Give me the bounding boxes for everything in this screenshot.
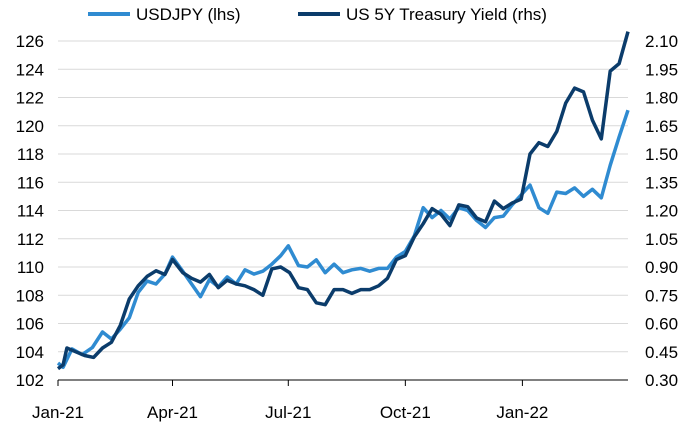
series-line-usdjpy <box>56 109 630 370</box>
legend-label-usdjpy: USDJPY (lhs) <box>136 5 241 24</box>
x-tick-label: Apr-21 <box>147 403 198 422</box>
series-line-us5y <box>56 31 630 371</box>
x-tick-label: Jan-21 <box>32 403 84 422</box>
left-tick-label: 126 <box>16 32 44 51</box>
left-tick-label: 122 <box>16 89 44 108</box>
right-tick-label: 2.10 <box>645 32 678 51</box>
left-tick-label: 118 <box>17 145 44 164</box>
left-tick-label: 106 <box>16 315 44 334</box>
right-tick-label: 0.30 <box>645 371 678 390</box>
right-tick-label: 0.90 <box>645 258 678 277</box>
right-tick-label: 1.95 <box>645 60 678 79</box>
x-axis-ticks: Jan-21 Apr-21 Jul-21 Oct-21 Jan-22 <box>32 380 548 422</box>
left-tick-label: 124 <box>16 60 44 79</box>
right-tick-label: 1.50 <box>645 145 678 164</box>
left-tick-label: 104 <box>16 343 44 362</box>
right-tick-label: 1.80 <box>645 89 678 108</box>
left-tick-label: 102 <box>16 371 44 390</box>
gridlines <box>58 40 628 381</box>
left-tick-label: 112 <box>17 230 44 249</box>
x-tick-label: Jul-21 <box>265 403 311 422</box>
left-tick-label: 114 <box>17 202 44 221</box>
right-tick-label: 1.20 <box>645 202 678 221</box>
right-tick-label: 1.35 <box>645 173 678 192</box>
x-tick-label: Oct-21 <box>380 403 431 422</box>
x-tick-label: Jan-22 <box>496 403 548 422</box>
right-tick-label: 1.65 <box>645 117 678 136</box>
left-tick-label: 116 <box>17 173 44 192</box>
legend-label-us5y: US 5Y Treasury Yield (rhs) <box>346 5 547 24</box>
left-axis-ticks: 102 104 106 108 110 112 114 116 118 120 122 124 126 <box>16 32 44 390</box>
right-tick-label: 0.45 <box>645 343 678 362</box>
legend: USDJPY (lhs) US 5Y Treasury Yield (rhs) <box>88 5 547 24</box>
series-lines <box>56 31 630 371</box>
right-tick-label: 0.75 <box>645 286 678 305</box>
right-tick-label: 1.05 <box>645 230 678 249</box>
right-tick-label: 0.60 <box>645 315 678 334</box>
left-tick-label: 108 <box>16 286 44 305</box>
left-tick-label: 110 <box>17 258 44 277</box>
left-tick-label: 120 <box>16 117 44 136</box>
right-axis-ticks: 0.30 0.45 0.60 0.75 0.90 1.05 1.20 1.35 1.50 1.65… <box>645 32 678 390</box>
